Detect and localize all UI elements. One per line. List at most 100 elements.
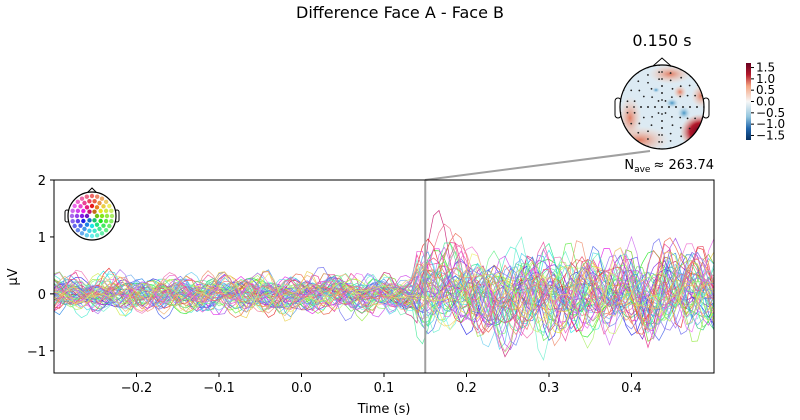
sensor-dot: [675, 106, 677, 108]
sensor-dot: [688, 127, 691, 130]
sensor-legend-dot: [107, 203, 112, 209]
channel-trace: [54, 247, 714, 334]
sensor-legend-dot: [109, 208, 114, 214]
sensor-dot: [661, 92, 663, 94]
sensor-legend-dot: [89, 223, 95, 229]
sensor-dot: [661, 71, 663, 73]
sensor-legend-dot: [81, 208, 86, 214]
sensor-dot: [658, 140, 661, 143]
sensor-dot: [679, 85, 682, 88]
sensor-dot: [651, 96, 654, 99]
sensor-dot: [637, 131, 640, 134]
sensor-legend-dot: [109, 218, 114, 224]
sensor-dot: [630, 122, 633, 125]
nave-annotation: Nave ≈ 263.74: [624, 158, 714, 175]
sensor-legend-dot: [79, 196, 85, 201]
sensor-dot: [647, 81, 649, 84]
sensor-dot: [642, 95, 645, 98]
sensor-dot: [650, 124, 653, 127]
sensor-dot: [640, 106, 642, 108]
sensor-dot: [658, 71, 661, 74]
channel-trace: [54, 255, 714, 326]
sensor-dot: [651, 115, 654, 118]
sensor-dot: [638, 89, 641, 92]
sensor-legend-dot: [87, 199, 92, 204]
sensor-legend-dot: [78, 223, 83, 228]
x-tick-label: −0.2: [121, 381, 153, 396]
channel-trace: [54, 251, 714, 340]
sensor-dot: [664, 112, 667, 114]
channel-trace: [54, 238, 714, 333]
channel-trace: [54, 266, 714, 335]
colorbar-tick-label: −1.5: [756, 128, 785, 142]
sensor-legend-dot: [103, 208, 109, 214]
sensor-dot: [642, 116, 645, 119]
sensor-dot: [661, 106, 663, 108]
sensor-dot: [679, 116, 682, 119]
sensor-dot: [680, 135, 683, 138]
channel-trace: [54, 258, 714, 326]
channel-trace: [54, 232, 714, 335]
marker-connector: [424, 150, 651, 181]
sensor-dot: [647, 130, 649, 133]
sensor-legend-dot: [103, 227, 109, 233]
sensor-dot: [661, 120, 663, 122]
sensor-legend-dot: [70, 218, 75, 224]
x-axis-label: Time (s): [357, 402, 411, 417]
sensor-dot: [669, 140, 672, 142]
sensor-dot: [661, 113, 663, 115]
topomap: 0.150 s: [614, 31, 710, 150]
sensor-dot: [679, 95, 682, 98]
sensor-legend-dot: [84, 194, 90, 199]
sensor-dot: [671, 124, 674, 127]
sensor-legend-dot: [72, 223, 77, 229]
sensor-legend-dot: [87, 209, 92, 214]
sensor-legend-dot: [78, 204, 83, 209]
sensor-dot: [650, 87, 653, 90]
sensor-legend-dot: [94, 222, 100, 227]
sensor-dot: [657, 112, 660, 114]
sensor-dot: [669, 79, 672, 82]
sensor-dot: [696, 106, 698, 108]
x-tick-label: −0.1: [203, 381, 235, 396]
x-tick-label: 0.4: [621, 381, 642, 396]
sensor-dot: [647, 74, 649, 76]
colorbar-tick-label: 0.0: [756, 95, 775, 109]
sensor-legend-dot: [101, 204, 106, 209]
sensor-dot: [630, 89, 633, 92]
sensor-legend-dot: [84, 213, 90, 219]
sensor-dot: [661, 141, 663, 143]
sensor-legend-dot: [99, 196, 105, 201]
sensor-legend-dot: [82, 200, 87, 206]
sensor-dot: [689, 106, 691, 108]
sensor-dot: [661, 127, 663, 129]
channel-trace: [54, 251, 714, 327]
sensor-legend-dot: [89, 233, 95, 239]
sensor-dot: [670, 115, 673, 118]
sensor-legend-dot: [79, 231, 85, 236]
sensor-legend-dot: [69, 213, 75, 219]
sensor-dot: [661, 85, 663, 87]
sensor-legend-dot: [94, 213, 100, 219]
sensor-legend-dot: [89, 193, 95, 199]
sensor-dot: [686, 117, 689, 120]
sensor-legend-dot: [75, 208, 81, 214]
channel-trace: [54, 261, 714, 335]
colorbar-tick-label: 1.0: [756, 72, 775, 86]
sensor-dot: [688, 84, 691, 87]
channel-trace: [54, 241, 714, 342]
sensor-legend-dot: [107, 223, 112, 229]
sensor-dot: [669, 132, 672, 135]
x-tick-label: 0.0: [291, 381, 312, 396]
sensor-dot: [633, 100, 636, 103]
sensor-legend-dot: [103, 199, 109, 205]
y-tick-label: 1: [38, 231, 46, 246]
sensor-legend-dot: [72, 203, 77, 209]
sensor-legend-dot: [79, 213, 85, 219]
sensor-dot: [664, 100, 667, 102]
sensor-dot: [694, 117, 697, 120]
sensor-legend-dot: [94, 233, 100, 238]
sensor-dot: [682, 106, 684, 108]
x-tick-label: 0.3: [539, 381, 560, 396]
